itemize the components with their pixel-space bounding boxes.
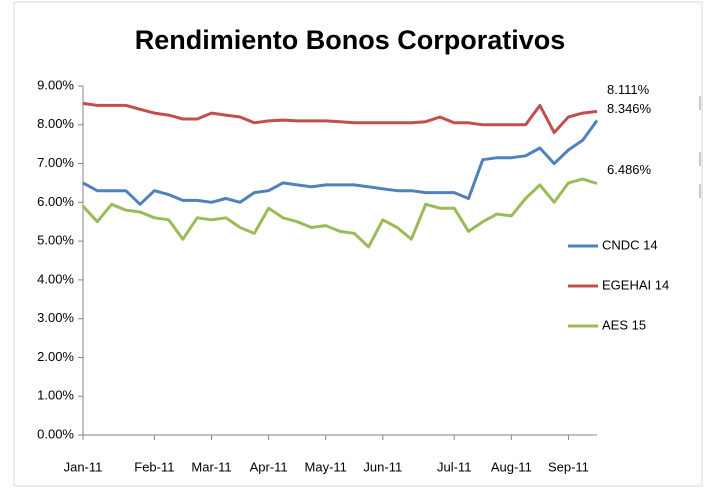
x-tick-label: Mar-11 [191,459,231,474]
y-tick-label: 0.00% [37,426,74,441]
y-tick-label: 4.00% [37,271,74,286]
x-tick-label: Aug-11 [491,459,532,474]
chart-frame [13,1,703,487]
chart-title: Rendimiento Bonos Corporativos [135,25,566,55]
x-tick-label: Sep-11 [548,459,589,474]
legend-label: AES 15 [602,317,646,332]
y-tick-label: 8.00% [37,116,74,131]
x-tick-label: Jan-11 [64,459,103,474]
data-label: 8.346% [607,101,652,116]
data-label: 8.111% [607,82,650,97]
y-tick-label: 2.00% [37,349,74,364]
y-tick-label: 1.00% [37,388,74,403]
legend-label: CNDC 14 [602,237,658,252]
series-line [81,177,598,249]
x-tick-label: May-11 [305,459,347,474]
series-line [82,101,598,134]
series-line [82,119,599,206]
data-label: 6.486% [607,162,652,177]
y-tick-label: 3.00% [37,310,74,325]
x-tick-label: Apr-11 [250,459,288,474]
x-tick-label: Feb-11 [134,459,174,474]
y-tick-label: 9.00% [37,77,74,92]
legend-label: EGEHAI 14 [602,277,669,292]
y-tick-label: 5.00% [37,233,74,248]
x-tick-label: Jul-11 [437,459,471,474]
x-tick-label: Jun-11 [363,459,402,474]
y-tick-label: 6.00% [37,194,74,209]
y-tick-label: 7.00% [37,155,74,170]
